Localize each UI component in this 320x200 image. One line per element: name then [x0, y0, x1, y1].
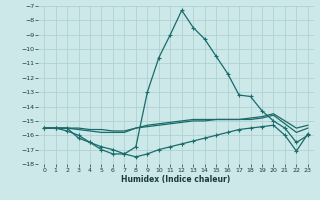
X-axis label: Humidex (Indice chaleur): Humidex (Indice chaleur) [121, 175, 231, 184]
